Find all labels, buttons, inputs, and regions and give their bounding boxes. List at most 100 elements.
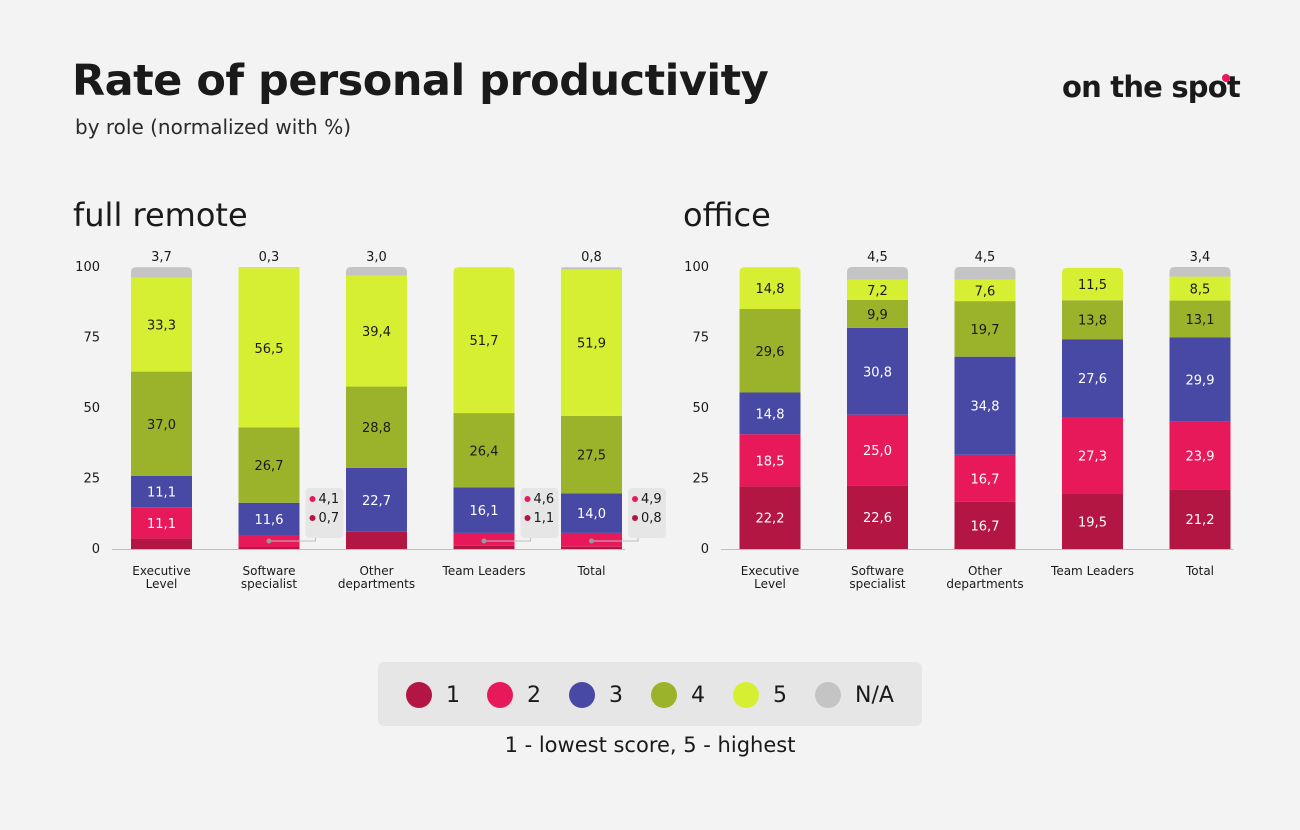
na-label: 4,5 bbox=[975, 250, 996, 265]
bar-segment-na bbox=[954, 267, 1016, 280]
callout-label: 0,7 bbox=[319, 511, 340, 526]
data-label: 19,5 bbox=[1078, 516, 1107, 531]
bar-segment-5 bbox=[346, 275, 407, 387]
bar-segment-4 bbox=[561, 415, 622, 494]
data-label: 26,4 bbox=[470, 444, 499, 459]
data-label: 19,7 bbox=[971, 323, 1000, 338]
data-label: 28,8 bbox=[362, 421, 391, 436]
legend-label-na: N/A bbox=[855, 682, 894, 708]
bar-segment-1 bbox=[346, 531, 407, 549]
data-label: 14,0 bbox=[577, 507, 606, 522]
data-label: 11,1 bbox=[147, 486, 176, 501]
category-label: specialist bbox=[241, 577, 297, 591]
bar-segment-4 bbox=[346, 386, 407, 468]
callout-anchor bbox=[589, 538, 594, 544]
y-tick-label: 0 bbox=[92, 542, 100, 557]
data-label: 27,3 bbox=[1078, 450, 1107, 465]
y-tick-label: 50 bbox=[692, 401, 709, 416]
data-label: 29,9 bbox=[1186, 374, 1215, 389]
bar-segment-1 bbox=[1169, 489, 1231, 549]
callout-dot-1 bbox=[632, 515, 638, 521]
bar-segment-1 bbox=[131, 538, 192, 549]
bar-segment-1 bbox=[739, 486, 801, 549]
data-label: 51,9 bbox=[577, 337, 606, 352]
data-label: 51,7 bbox=[470, 334, 499, 349]
data-label: 9,9 bbox=[867, 308, 888, 323]
bar-segment-5 bbox=[1169, 276, 1231, 301]
bar-segment-5 bbox=[131, 277, 192, 372]
bar-segment-5 bbox=[954, 279, 1016, 302]
legend-swatch-1 bbox=[406, 682, 432, 708]
bar-segment-4 bbox=[847, 299, 908, 328]
y-tick-label: 75 bbox=[692, 331, 709, 346]
legend-swatch-2 bbox=[487, 682, 513, 708]
bar-segment-na bbox=[346, 267, 407, 276]
legend-item-3: 3 bbox=[569, 682, 623, 708]
category-label: Executive bbox=[741, 564, 799, 578]
data-label: 18,5 bbox=[756, 454, 785, 469]
data-label: 16,1 bbox=[470, 504, 499, 519]
bar-segment-na bbox=[238, 267, 300, 269]
callout-dot-2 bbox=[524, 496, 531, 502]
y-tick-label: 0 bbox=[701, 542, 709, 557]
category-label: Software bbox=[851, 564, 904, 578]
bar-segment-2 bbox=[847, 414, 908, 486]
bar-segment-3 bbox=[131, 475, 192, 508]
brand-logo-dot bbox=[1222, 74, 1230, 82]
callout-leader bbox=[591, 538, 639, 542]
legend-swatch-3 bbox=[569, 682, 595, 708]
panel-title-office: office bbox=[683, 196, 771, 234]
data-label: 14,8 bbox=[756, 282, 785, 297]
y-tick-label: 75 bbox=[83, 331, 100, 346]
data-label: 30,8 bbox=[863, 365, 892, 380]
bar-segment-3 bbox=[739, 392, 801, 435]
y-tick-label: 25 bbox=[692, 472, 709, 487]
y-tick-label: 25 bbox=[83, 472, 100, 487]
bar-segment-5 bbox=[847, 279, 908, 300]
legend-item-4: 4 bbox=[651, 682, 705, 708]
data-label: 21,2 bbox=[1186, 513, 1215, 528]
bar-segment-4 bbox=[453, 413, 515, 488]
callout-dot-1 bbox=[309, 515, 316, 521]
data-label: 22,2 bbox=[756, 512, 785, 527]
category-label: Team Leaders bbox=[1050, 564, 1134, 578]
legend-label-4: 4 bbox=[691, 682, 705, 708]
bar-segment-2 bbox=[131, 507, 192, 539]
chart-subtitle: by role (normalized with %) bbox=[75, 115, 352, 139]
bar-segment-2 bbox=[1062, 417, 1123, 495]
bar-segment-1 bbox=[561, 546, 622, 549]
data-label: 8,5 bbox=[1190, 283, 1211, 298]
category-label: Team Leaders bbox=[442, 564, 526, 578]
data-label: 25,0 bbox=[863, 444, 892, 459]
bar-segment-2 bbox=[1169, 421, 1231, 490]
bar-segment-1 bbox=[1062, 494, 1123, 549]
category-label: Level bbox=[146, 577, 178, 591]
legend-note: 1 - lowest score, 5 - highest bbox=[504, 733, 796, 757]
data-label: 7,6 bbox=[975, 284, 996, 299]
bar-segment-1 bbox=[954, 501, 1016, 549]
data-label: 39,4 bbox=[362, 325, 391, 340]
callout-label: 4,9 bbox=[641, 492, 662, 507]
bar-segment-4 bbox=[954, 301, 1016, 357]
bar-segment-3 bbox=[1062, 339, 1123, 418]
bar-segment-1 bbox=[847, 485, 908, 549]
bar-segment-2 bbox=[954, 454, 1016, 502]
category-label: Total bbox=[1185, 564, 1214, 578]
legend-swatch-4 bbox=[651, 682, 677, 708]
chart-panel-0: 0 25 50 75 100 11,1 11,1 37,0 33,3 3,7 ExecutiveLe… bbox=[75, 250, 666, 591]
data-label: 37,0 bbox=[147, 418, 176, 433]
bar-segment-3 bbox=[346, 467, 407, 532]
data-label: 13,8 bbox=[1078, 314, 1107, 329]
legend-label-3: 3 bbox=[609, 682, 623, 708]
bar-segment-4 bbox=[1169, 300, 1231, 338]
legend-item-2: 2 bbox=[487, 682, 541, 708]
na-label: 3,0 bbox=[366, 250, 387, 265]
bar-segment-5 bbox=[1062, 267, 1123, 301]
callout-anchor bbox=[266, 538, 272, 544]
bar-segment-5 bbox=[238, 268, 300, 428]
callout-dot-2 bbox=[632, 496, 638, 502]
y-tick-label: 100 bbox=[684, 260, 709, 275]
legend-swatch-5 bbox=[733, 682, 759, 708]
legend-label-1: 1 bbox=[446, 682, 460, 708]
bar-segment-3 bbox=[954, 356, 1016, 455]
